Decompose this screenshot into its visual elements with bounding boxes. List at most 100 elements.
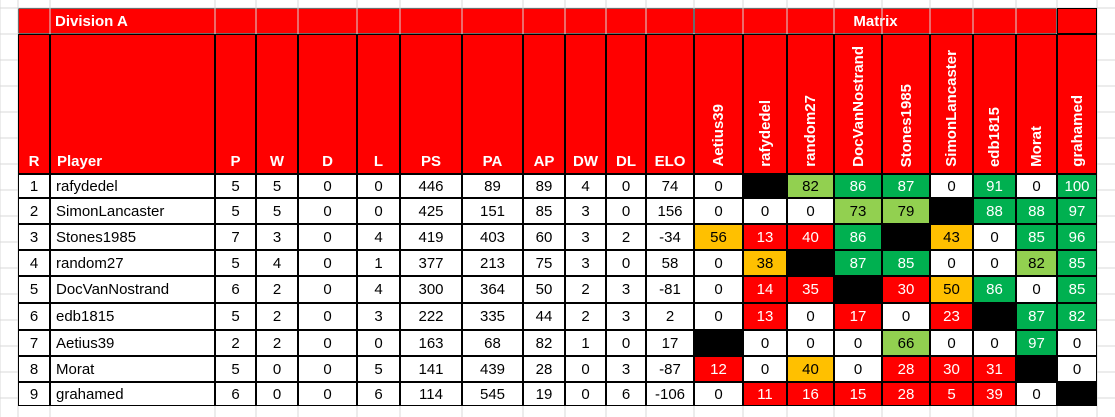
matrix-cell[interactable]: 85: [1057, 276, 1097, 303]
stat-cell-elo[interactable]: 2: [646, 303, 694, 330]
matrix-cell[interactable]: 0: [930, 330, 973, 356]
stat-cell-p[interactable]: 5: [215, 303, 256, 330]
header-ap[interactable]: AP: [523, 34, 565, 174]
matrix-cell[interactable]: 0: [694, 198, 743, 224]
matrix-cell[interactable]: [1016, 356, 1057, 382]
stat-cell-w[interactable]: 2: [256, 303, 298, 330]
matrix-cell[interactable]: [787, 250, 834, 276]
stat-cell-dl[interactable]: 3: [606, 276, 646, 303]
matrix-cell[interactable]: 82: [1057, 303, 1097, 330]
stat-cell-ap[interactable]: 75: [523, 250, 565, 276]
stat-cell-ps[interactable]: 377: [400, 250, 462, 276]
stat-cell-pa[interactable]: 151: [462, 198, 523, 224]
stat-cell-d[interactable]: 0: [298, 303, 357, 330]
matrix-cell[interactable]: 0: [787, 330, 834, 356]
matrix-cell[interactable]: 0: [930, 174, 973, 198]
matrix-cell[interactable]: 40: [787, 224, 834, 250]
matrix-cell[interactable]: 38: [743, 250, 787, 276]
matrix-header-edb1815[interactable]: edb1815: [973, 34, 1016, 174]
matrix-cell[interactable]: 82: [1016, 250, 1057, 276]
matrix-cell[interactable]: 11: [743, 382, 787, 406]
matrix-cell[interactable]: 0: [1057, 330, 1097, 356]
matrix-header-rafydedel[interactable]: rafydedel: [743, 34, 787, 174]
matrix-cell[interactable]: [1057, 382, 1097, 406]
stat-cell-dw[interactable]: 1: [565, 330, 606, 356]
stat-cell-d[interactable]: 0: [298, 330, 357, 356]
stat-cell-w[interactable]: 3: [256, 224, 298, 250]
matrix-cell[interactable]: 97: [1016, 330, 1057, 356]
stat-cell-dl[interactable]: 0: [606, 198, 646, 224]
stat-cell-ap[interactable]: 50: [523, 276, 565, 303]
header-w[interactable]: W: [256, 34, 298, 174]
stat-cell-d[interactable]: 0: [298, 382, 357, 406]
matrix-cell[interactable]: [743, 174, 787, 198]
matrix-cell[interactable]: 88: [1016, 198, 1057, 224]
matrix-cell[interactable]: 40: [787, 356, 834, 382]
matrix-cell[interactable]: 88: [973, 198, 1016, 224]
matrix-cell[interactable]: 86: [834, 174, 882, 198]
matrix-cell[interactable]: 43: [930, 224, 973, 250]
matrix-cell[interactable]: [973, 303, 1016, 330]
matrix-cell[interactable]: 0: [930, 250, 973, 276]
header-dl[interactable]: DL: [606, 34, 646, 174]
stat-cell-w[interactable]: 4: [256, 250, 298, 276]
matrix-cell[interactable]: 23: [930, 303, 973, 330]
stat-cell-dw[interactable]: 2: [565, 276, 606, 303]
matrix-cell[interactable]: 96: [1057, 224, 1097, 250]
stat-cell-pa[interactable]: 68: [462, 330, 523, 356]
matrix-cell[interactable]: 30: [930, 356, 973, 382]
header-player[interactable]: Player: [50, 34, 215, 174]
matrix-cell[interactable]: 28: [882, 382, 930, 406]
matrix-cell[interactable]: 66: [882, 330, 930, 356]
stat-cell-pa[interactable]: 403: [462, 224, 523, 250]
stat-cell-r[interactable]: 7: [18, 330, 50, 356]
matrix-cell[interactable]: 39: [973, 382, 1016, 406]
matrix-cell[interactable]: 0: [973, 224, 1016, 250]
stat-cell-l[interactable]: 4: [357, 276, 400, 303]
matrix-cell[interactable]: 30: [882, 276, 930, 303]
header-pa[interactable]: PA: [462, 34, 523, 174]
matrix-header-stones1985[interactable]: Stones1985: [882, 34, 930, 174]
stat-cell-p[interactable]: 5: [215, 174, 256, 198]
stat-cell-l[interactable]: 6: [357, 382, 400, 406]
stat-cell-r[interactable]: 8: [18, 356, 50, 382]
stat-cell-ap[interactable]: 89: [523, 174, 565, 198]
stat-cell-p[interactable]: 6: [215, 382, 256, 406]
matrix-cell[interactable]: 50: [930, 276, 973, 303]
stat-cell-ps[interactable]: 114: [400, 382, 462, 406]
player-name-cell[interactable]: edb1815: [50, 303, 215, 330]
stat-cell-ps[interactable]: 419: [400, 224, 462, 250]
stat-cell-r[interactable]: 3: [18, 224, 50, 250]
matrix-cell[interactable]: 0: [973, 330, 1016, 356]
matrix-cell[interactable]: 87: [834, 250, 882, 276]
stat-cell-ap[interactable]: 44: [523, 303, 565, 330]
player-name-cell[interactable]: DocVanNostrand: [50, 276, 215, 303]
stat-cell-d[interactable]: 0: [298, 174, 357, 198]
stat-cell-d[interactable]: 0: [298, 250, 357, 276]
matrix-cell[interactable]: 85: [1016, 224, 1057, 250]
stat-cell-l[interactable]: 0: [357, 198, 400, 224]
stat-cell-dw[interactable]: 0: [565, 356, 606, 382]
matrix-cell[interactable]: 85: [1057, 250, 1097, 276]
matrix-cell[interactable]: [834, 276, 882, 303]
matrix-cell[interactable]: 79: [882, 198, 930, 224]
matrix-cell[interactable]: 14: [743, 276, 787, 303]
stat-cell-elo[interactable]: -87: [646, 356, 694, 382]
player-name-cell[interactable]: rafydedel: [50, 174, 215, 198]
stat-cell-l[interactable]: 5: [357, 356, 400, 382]
matrix-cell[interactable]: 97: [1057, 198, 1097, 224]
stat-cell-p[interactable]: 5: [215, 356, 256, 382]
stat-cell-d[interactable]: 0: [298, 276, 357, 303]
matrix-cell[interactable]: 0: [1016, 174, 1057, 198]
player-name-cell[interactable]: Aetius39: [50, 330, 215, 356]
stat-cell-p[interactable]: 5: [215, 250, 256, 276]
stat-cell-dl[interactable]: 0: [606, 174, 646, 198]
stat-cell-elo[interactable]: -81: [646, 276, 694, 303]
stat-cell-elo[interactable]: 17: [646, 330, 694, 356]
stat-cell-elo[interactable]: 74: [646, 174, 694, 198]
matrix-cell[interactable]: 0: [834, 356, 882, 382]
stat-cell-l[interactable]: 3: [357, 303, 400, 330]
stat-cell-ps[interactable]: 446: [400, 174, 462, 198]
stat-cell-l[interactable]: 0: [357, 174, 400, 198]
matrix-cell[interactable]: 16: [787, 382, 834, 406]
